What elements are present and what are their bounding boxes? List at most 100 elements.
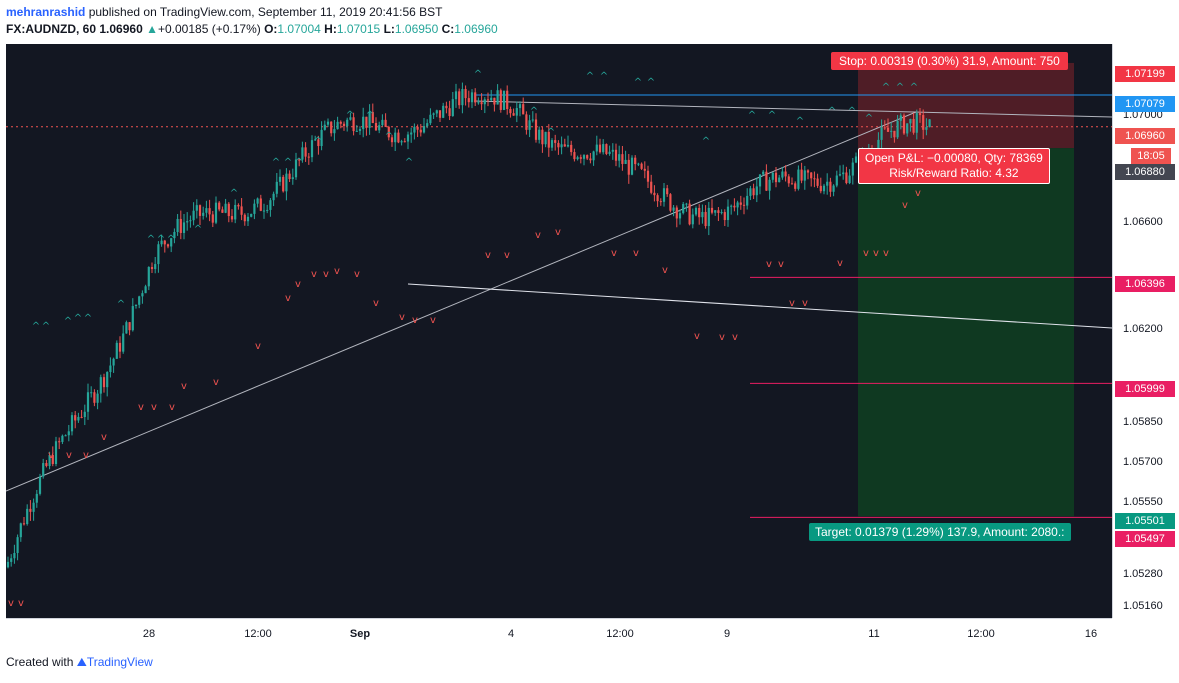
candle xyxy=(115,342,118,359)
chart-pane[interactable]: ^ ^ ^ ^ ^ ^ ^ ^ ^ ^ ^ ^ ^ ^ ^ ^ ^ ^ ^ ^ ^ ^ ^ ^ ^ ^ ^ ^ ^ ^ ^ ^ ^ ^ ^ ^ v v v v… xyxy=(6,44,1112,618)
candle xyxy=(662,188,666,202)
close-label: C: xyxy=(441,22,455,36)
fractal-down-marker: v xyxy=(48,450,54,461)
candle xyxy=(573,152,576,160)
candle xyxy=(624,159,627,164)
candle xyxy=(173,231,176,239)
candle xyxy=(666,188,669,195)
price-chart[interactable]: ^ ^ ^ ^ ^^^ ^ ^^^^ ^ ^^^ ^^^^^^^ ^^ ^^^ ^^^ ^^^ ^ ^v vv v… xyxy=(6,44,1112,618)
candle xyxy=(672,207,675,211)
candle xyxy=(586,155,589,159)
candle xyxy=(298,159,301,161)
candle xyxy=(221,209,224,213)
candle xyxy=(582,155,586,159)
candle xyxy=(422,126,426,133)
candle xyxy=(157,244,160,265)
fractal-up-marker: ^ xyxy=(64,316,72,327)
time-axis[interactable]: 28 12:00 Sep 4 12:00 9 11 12:00 16 xyxy=(6,618,1112,650)
time-tick-label: 16 xyxy=(1084,628,1098,640)
fractal-down-marker: v xyxy=(555,227,561,238)
fractal-down-marker: v xyxy=(633,248,639,259)
candle xyxy=(163,240,166,245)
symbol-label[interactable]: FX:AUDNZD, 60 xyxy=(6,22,97,36)
fractal-up-marker: ^ xyxy=(272,157,280,168)
candle xyxy=(678,213,682,219)
fractal-down-marker: v xyxy=(323,269,329,280)
candle xyxy=(67,431,70,436)
candle xyxy=(410,132,413,135)
candle xyxy=(810,172,813,179)
fractal-down-marker: v xyxy=(430,315,436,326)
fractal-up-marker: ^ xyxy=(647,77,655,88)
target-label[interactable]: Target: 0.01379 (1.29%) 137.9, Amount: 2… xyxy=(809,523,1071,541)
price-axis[interactable]: 1.07000 1.06600 1.06200 1.05850 1.05700 1.055… xyxy=(1112,44,1179,618)
candle xyxy=(138,296,141,305)
candle xyxy=(6,561,10,568)
candle xyxy=(486,99,490,101)
candle xyxy=(682,204,685,214)
candle xyxy=(733,205,736,208)
pnl-box[interactable]: Open P&L: −0.00080, Qty: 78369 Risk/Rewa… xyxy=(858,148,1050,184)
candle xyxy=(160,240,163,245)
open-value: 1.07004 xyxy=(277,22,321,36)
candle xyxy=(307,156,310,158)
trendline-bottom xyxy=(407,283,1112,329)
candle xyxy=(730,205,733,207)
candle xyxy=(762,171,765,175)
candle xyxy=(326,121,330,125)
candle xyxy=(230,216,234,220)
fractal-up-marker: ^ xyxy=(796,116,804,127)
candle xyxy=(640,163,643,169)
candle xyxy=(618,154,621,161)
author-name[interactable]: mehranrashid xyxy=(6,5,86,19)
candle xyxy=(630,157,634,175)
fractal-down-marker: v xyxy=(83,450,89,461)
candle xyxy=(522,104,525,115)
candle xyxy=(803,170,806,181)
candle xyxy=(771,172,774,180)
candle xyxy=(429,114,432,124)
candle xyxy=(883,127,886,129)
fractal-up-marker: ^ xyxy=(284,157,292,168)
candle xyxy=(275,181,278,194)
candle xyxy=(70,415,74,432)
fractal-down-marker: v xyxy=(662,265,668,276)
candle xyxy=(554,140,557,143)
candle xyxy=(74,415,77,421)
price-scale-label: 1.05999 xyxy=(1115,381,1175,397)
fractal-down-marker: v xyxy=(863,248,869,259)
candle xyxy=(506,90,509,110)
candle xyxy=(922,115,925,130)
fractal-down-marker: v xyxy=(902,200,908,211)
fractal-up-marker: ^ xyxy=(882,82,890,93)
candle xyxy=(774,172,778,183)
fractal-up-marker: ^ xyxy=(530,106,538,117)
candle xyxy=(118,342,122,352)
candle xyxy=(368,112,371,128)
candle xyxy=(714,210,717,213)
target-zone xyxy=(858,148,1074,517)
fractal-up-marker: ^ xyxy=(768,110,776,121)
stop-label[interactable]: Stop: 0.00319 (0.30%) 31.9, Amount: 750 xyxy=(831,52,1068,70)
candle xyxy=(320,129,323,147)
candle xyxy=(813,178,816,180)
candle xyxy=(202,212,205,216)
candle xyxy=(374,123,378,131)
fractal-up-marker: ^ xyxy=(896,82,904,93)
candle xyxy=(77,416,80,421)
fractal-down-marker: v xyxy=(151,402,157,413)
candle xyxy=(675,207,678,219)
candle xyxy=(48,455,51,466)
candle xyxy=(234,204,237,220)
candle xyxy=(272,193,275,201)
candle xyxy=(109,365,112,373)
candle xyxy=(51,455,54,464)
candle xyxy=(598,144,602,153)
candle xyxy=(448,108,451,117)
last-price: 1.06960 xyxy=(99,22,143,36)
candle xyxy=(323,124,326,130)
candle xyxy=(189,220,192,222)
candle xyxy=(147,267,150,287)
tradingview-brand[interactable]: TradingView xyxy=(86,655,153,669)
publish-text: published on TradingView.com, September … xyxy=(88,5,443,19)
